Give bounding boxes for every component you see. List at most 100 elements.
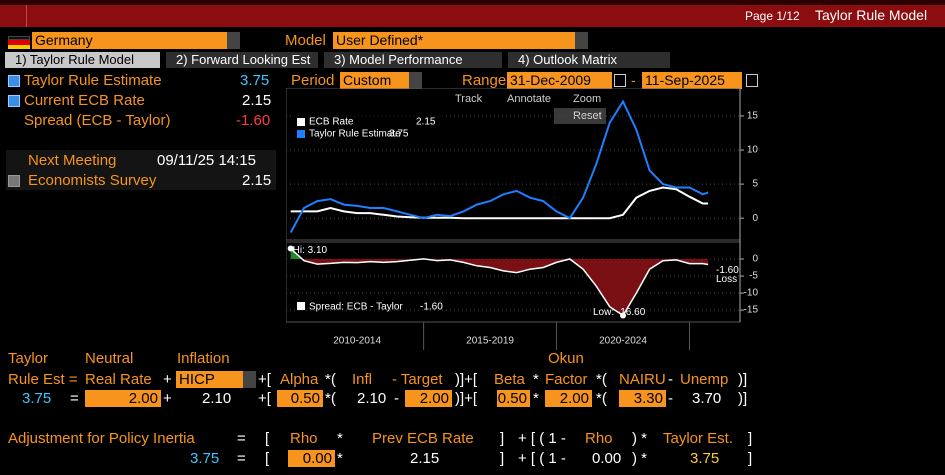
formula-text: 0.00 xyxy=(592,450,622,467)
summary-value: -1.60 xyxy=(236,112,271,129)
tab[interactable]: 2) Forward Looking Est xyxy=(166,52,318,68)
meeting-value: 09/11/25 14:15 xyxy=(157,152,256,169)
title-divider xyxy=(26,5,27,27)
legend-name: Taylor Rule Estimate xyxy=(309,129,401,140)
tool-track[interactable]: Track xyxy=(455,93,483,105)
tab[interactable]: 4) Outlook Matrix xyxy=(508,52,670,68)
y-tick-label: -5 xyxy=(749,271,758,282)
formula-text: [ xyxy=(265,450,270,467)
formula-text: ] xyxy=(748,450,753,467)
start-date[interactable]: 31-Dec-2009 xyxy=(507,72,612,89)
meeting-box xyxy=(6,150,276,190)
y-tick-label: -15 xyxy=(744,305,758,316)
formula-text: Prev ECB Rate xyxy=(372,430,474,447)
flag xyxy=(8,36,30,49)
reset-button[interactable] xyxy=(554,108,606,124)
input-box[interactable]: 3.30 xyxy=(619,390,666,407)
formula-text: Rho xyxy=(290,430,318,447)
reset-label[interactable]: Reset xyxy=(573,110,602,122)
formula-text: * xyxy=(337,450,343,467)
formula-text: + xyxy=(163,390,172,407)
summary-label: Taylor Rule Estimate xyxy=(24,72,162,89)
line-series xyxy=(290,186,709,220)
end-date[interactable]: 11-Sep-2025 xyxy=(642,72,742,89)
formula-text: - xyxy=(394,390,399,407)
x-band-label: 2020-2024 xyxy=(599,336,647,347)
formula-text: Infl xyxy=(352,371,373,388)
input-box[interactable]: 2.00 xyxy=(545,390,592,407)
formula-text: *( xyxy=(596,371,607,388)
country-dropdown[interactable]: Germany xyxy=(32,32,240,49)
formula-text: NAIRU xyxy=(619,371,666,388)
formula-text: 2.10 xyxy=(202,390,232,407)
formula-text: 3.75 xyxy=(190,450,220,467)
formula-text: Adjustment for Policy Inertia xyxy=(8,430,195,447)
window-title: Taylor Rule Model xyxy=(815,7,928,23)
input-box[interactable]: 2.00 xyxy=(85,390,161,407)
formula-text: = xyxy=(237,450,246,467)
hi-label: Hi: 3.10 xyxy=(293,245,328,256)
formula-text: + [ ( 1 - xyxy=(518,430,566,447)
formula-text: Beta xyxy=(494,371,525,388)
tool-zoom[interactable]: Zoom xyxy=(573,93,602,105)
model-dropdown[interactable]: User Defined* xyxy=(333,32,588,49)
formula-text: 3.75 xyxy=(690,450,720,467)
formula-text: Alpha xyxy=(280,371,319,388)
calendar-icon[interactable] xyxy=(746,74,758,87)
formula-text: 3.70 xyxy=(692,390,722,407)
formula-text: Taylor Est. xyxy=(663,430,734,447)
input-box[interactable]: 0.50 xyxy=(277,390,323,407)
formula-text: ] xyxy=(748,430,753,447)
last-label: -1.60 xyxy=(716,265,739,276)
line-series xyxy=(290,247,709,317)
model-label: Model xyxy=(285,32,326,49)
tool-annotate[interactable]: Annotate xyxy=(507,93,552,105)
formula-text: 2.10 xyxy=(357,390,387,407)
period-dropdown[interactable]: Custom xyxy=(340,72,422,89)
hi-marker xyxy=(287,245,294,252)
inflation-dropdown[interactable]: HICP xyxy=(176,371,256,388)
formula-text: - Target xyxy=(392,371,443,388)
formula-text: [ xyxy=(265,430,270,447)
survey-value: 2.15 xyxy=(242,172,272,189)
input-box[interactable]: 0.50 xyxy=(497,390,530,407)
checkbox[interactable] xyxy=(8,95,20,107)
calendar-icon[interactable] xyxy=(614,74,626,87)
x-band-label: 2010-2014 xyxy=(333,336,381,347)
formula-text: - xyxy=(668,371,673,388)
formula-text: = xyxy=(237,430,246,447)
formula-text: ] xyxy=(500,450,505,467)
page-indicator: Page 1/12 xyxy=(745,9,800,23)
checkbox[interactable] xyxy=(8,175,20,187)
legend-bg xyxy=(294,114,444,142)
input-box[interactable]: 0.00 xyxy=(288,450,335,467)
legend-value: -1.60 xyxy=(420,302,443,313)
y-tick-label: 0 xyxy=(752,254,758,265)
formula-text: )] xyxy=(738,371,748,388)
y-tick-label: -10 xyxy=(744,288,758,299)
formula-text: )]+[ xyxy=(455,371,478,388)
summary-value: 2.15 xyxy=(242,92,272,109)
formula-text: ) * xyxy=(632,450,647,467)
tab[interactable]: 3) Model Performance xyxy=(324,52,502,68)
spread-area-negative xyxy=(290,259,709,316)
formula-text: )] xyxy=(738,390,748,407)
summary-label: Spread (ECB - Taylor) xyxy=(24,112,171,129)
survey-label: Economists Survey xyxy=(28,172,157,189)
meeting-label: Next Meeting xyxy=(28,152,117,169)
formula-text: + [ ( 1 - xyxy=(518,450,566,467)
formula-text: ] xyxy=(500,430,505,447)
formula-text: Factor xyxy=(545,371,588,388)
tab[interactable]: 1) Taylor Rule Model xyxy=(5,52,160,68)
input-box[interactable]: 2.00 xyxy=(405,390,452,407)
formula-text: Rho xyxy=(585,430,613,447)
formula-text: 2.15 xyxy=(410,450,440,467)
formula-text: *( xyxy=(596,390,607,407)
checkbox[interactable] xyxy=(8,75,20,87)
legend-name: ECB Rate xyxy=(309,117,354,128)
formula-text: )]+[ xyxy=(455,390,478,407)
formula-text: Real Rate xyxy=(85,371,152,388)
x-band-label: 2015-2019 xyxy=(466,336,514,347)
y-tick-label: 0 xyxy=(752,213,758,224)
